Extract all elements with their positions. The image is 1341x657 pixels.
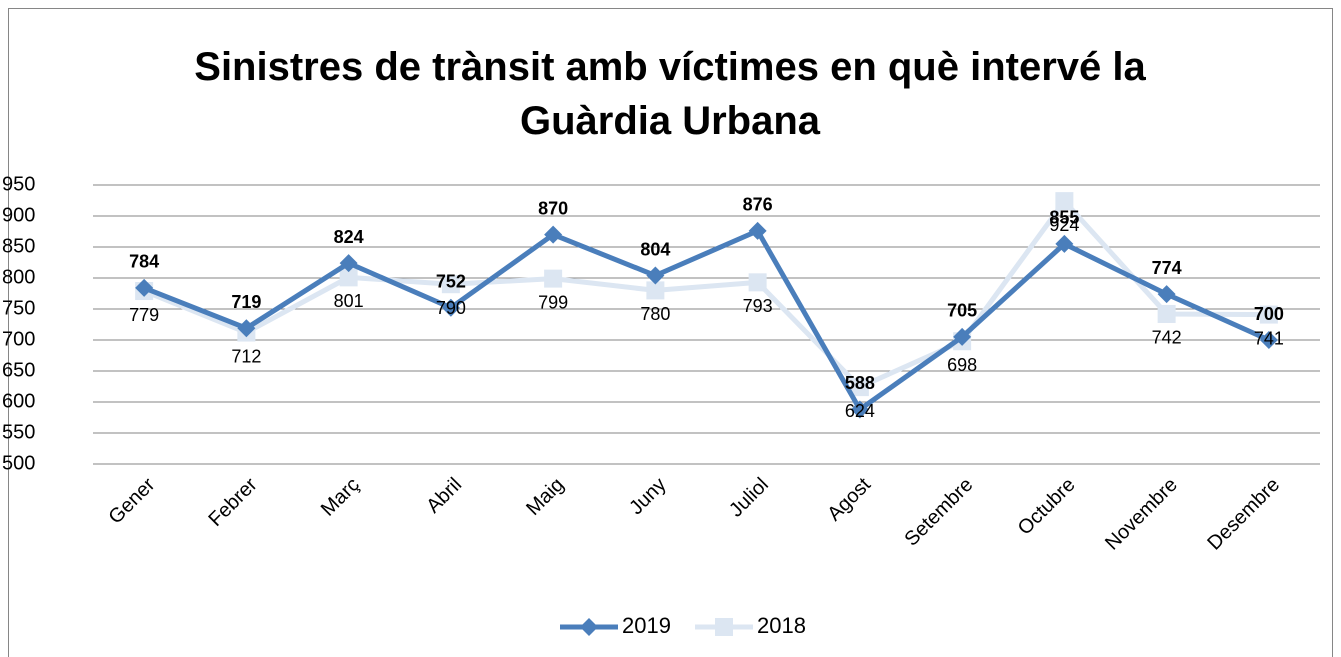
x-tick-label: Octubre [1014, 474, 1080, 540]
x-tick-label: Juny [625, 474, 670, 519]
y-tick-label: 550 [2, 421, 35, 443]
data-label: 705 [947, 301, 977, 321]
legend-label: 2019 [622, 613, 671, 638]
x-tick-label: Maig [522, 474, 568, 520]
marker [646, 266, 665, 285]
marker [441, 298, 460, 317]
data-label: 700 [1254, 304, 1284, 324]
marker [544, 269, 563, 288]
marker [1157, 285, 1176, 304]
data-label: 793 [743, 296, 773, 316]
y-tick-label: 950 [2, 173, 35, 195]
data-label: 752 [436, 272, 466, 292]
marker [544, 225, 563, 244]
x-tick-label: Setembre [901, 474, 978, 551]
y-tick-label: 800 [2, 266, 35, 288]
data-label: 719 [231, 292, 261, 312]
data-label: 624 [845, 401, 875, 421]
x-tick-label: Juliol [725, 474, 773, 522]
data-label: 876 [743, 195, 773, 215]
data-label: 698 [947, 355, 977, 375]
data-label: 742 [1152, 328, 1182, 348]
marker [237, 319, 256, 338]
marker [1259, 331, 1278, 349]
y-tick-label: 650 [2, 359, 35, 381]
legend-marker [715, 618, 733, 636]
chart-border [8, 8, 1333, 657]
data-label: 824 [334, 227, 364, 247]
marker [441, 275, 460, 294]
x-tick-label: Gener [105, 473, 160, 528]
data-label: 588 [845, 373, 875, 393]
data-label: 801 [334, 291, 364, 311]
marker [646, 281, 665, 300]
data-label: 712 [231, 346, 261, 366]
y-tick-label: 900 [2, 204, 35, 226]
x-tick-label: Novembre [1101, 474, 1182, 555]
marker [1055, 234, 1074, 253]
y-tick-label: 500 [2, 452, 35, 474]
series-line [143, 198, 1269, 390]
marker [748, 221, 767, 240]
data-label: 799 [538, 292, 568, 312]
marker [339, 254, 358, 273]
marker [953, 327, 972, 346]
data-label: 779 [129, 305, 159, 325]
y-tick-label: 850 [2, 235, 35, 257]
series-line [143, 228, 1270, 412]
marker [850, 400, 869, 419]
y-tick-label: 600 [2, 390, 35, 412]
y-tick-label: 750 [2, 297, 35, 319]
marker [850, 378, 869, 397]
data-label: 780 [640, 304, 670, 324]
data-label: 870 [538, 198, 568, 218]
x-tick-label: Abril [422, 474, 466, 518]
data-label: 855 [1049, 208, 1079, 228]
data-label: 804 [640, 239, 670, 259]
x-tick-label: Febrer [204, 473, 261, 530]
data-label: 924 [1049, 215, 1079, 235]
data-label: 774 [1152, 258, 1182, 278]
legend-marker [580, 618, 598, 636]
y-tick-label: 700 [2, 328, 35, 350]
marker [135, 278, 154, 297]
data-label: 741 [1254, 328, 1284, 348]
x-tick-label: Agost [823, 473, 875, 525]
legend-label: 2018 [757, 613, 806, 638]
data-label: 790 [436, 298, 466, 318]
data-label: 784 [129, 252, 159, 272]
marker [748, 273, 767, 292]
x-tick-label: Desembre [1203, 474, 1284, 555]
marker [1259, 305, 1278, 324]
marker [339, 268, 358, 287]
marker [1157, 304, 1176, 323]
x-tick-label: Març [317, 474, 364, 521]
chart-title: Sinistres de trànsit amb víctimes en què… [194, 45, 1146, 143]
marker [1055, 192, 1074, 211]
